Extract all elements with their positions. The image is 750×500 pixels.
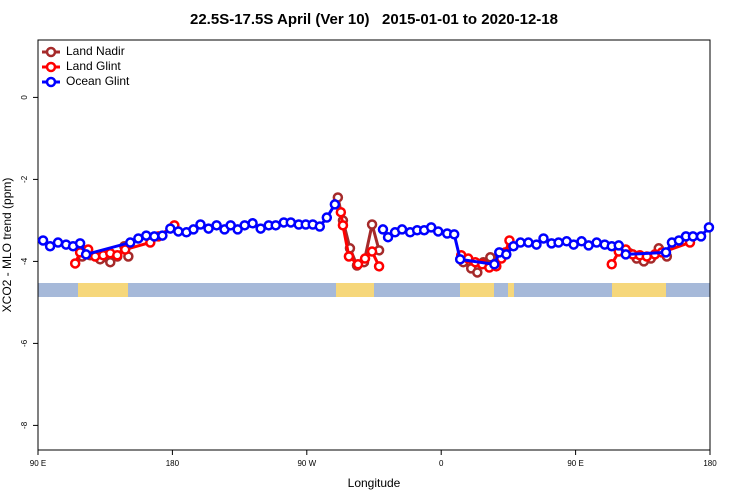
point [359, 253, 371, 264]
point [69, 258, 81, 269]
point [553, 237, 564, 248]
x-tick-label: 180 [703, 459, 717, 468]
legend-marker [45, 61, 57, 73]
chart-title: 22.5S-17.5S April (Ver 10) 2015-01-01 to… [190, 11, 558, 28]
land-band [460, 283, 494, 297]
point [37, 235, 49, 246]
point [195, 219, 206, 230]
point [335, 206, 347, 218]
point [620, 249, 632, 260]
point [366, 219, 378, 230]
point [613, 240, 625, 251]
point [703, 222, 715, 233]
point [125, 237, 136, 248]
point [165, 223, 176, 234]
point [373, 261, 385, 272]
point [157, 230, 168, 241]
point [687, 231, 699, 242]
point [314, 221, 326, 232]
point [149, 231, 160, 242]
point [337, 220, 349, 231]
y-tick-label: -8 [20, 421, 29, 429]
y-axis-label: XCO2 - MLO trend (ppm) [0, 178, 14, 313]
surface-mask [38, 283, 710, 297]
point [366, 246, 378, 257]
x-axis-label: Longitude [348, 476, 401, 490]
point [606, 259, 617, 270]
legend-label: Land Glint [66, 59, 121, 73]
point [523, 237, 534, 248]
point [119, 244, 131, 255]
point [321, 212, 333, 223]
point [396, 224, 408, 235]
point [591, 237, 602, 248]
x-tick-label: 90 E [567, 459, 583, 468]
legend-label: Ocean Glint [66, 74, 130, 88]
point [112, 250, 123, 261]
x-tick-label: 180 [166, 459, 180, 468]
point [74, 238, 86, 249]
point [44, 240, 56, 252]
point [660, 247, 672, 258]
land-band [508, 283, 514, 297]
point [173, 226, 184, 237]
point [141, 230, 152, 241]
land-band [78, 283, 128, 297]
x-tick-label: 90 E [30, 459, 46, 468]
point [531, 239, 542, 250]
point [489, 259, 500, 270]
y-tick-label: -4 [20, 257, 29, 265]
point [211, 220, 222, 231]
series-line [81, 197, 668, 275]
point [255, 223, 266, 234]
point [270, 220, 281, 231]
plot-frame [37, 39, 711, 451]
x-tick-label: 90 W [297, 459, 316, 468]
point [329, 199, 341, 210]
legend-marker [45, 46, 57, 58]
legend-marker [45, 76, 57, 88]
point [472, 267, 483, 278]
point [454, 254, 466, 265]
point [695, 231, 707, 242]
y-tick-label: -2 [20, 175, 29, 183]
point [247, 218, 258, 229]
land-band [612, 283, 666, 297]
point [52, 237, 64, 248]
point [203, 223, 214, 234]
point [583, 240, 594, 251]
point [80, 249, 92, 260]
y-tick-label: 0 [20, 95, 29, 100]
point [377, 224, 389, 235]
point [432, 226, 444, 237]
point [538, 233, 549, 244]
land-band [336, 283, 374, 297]
point [382, 231, 394, 243]
point [501, 249, 512, 260]
point [448, 229, 460, 240]
point [188, 224, 199, 235]
point [352, 259, 364, 270]
x-tick-label: 0 [439, 459, 444, 468]
y-tick-label: -6 [20, 339, 29, 347]
point [343, 251, 355, 262]
legend-label: Land Nadir [66, 44, 125, 58]
